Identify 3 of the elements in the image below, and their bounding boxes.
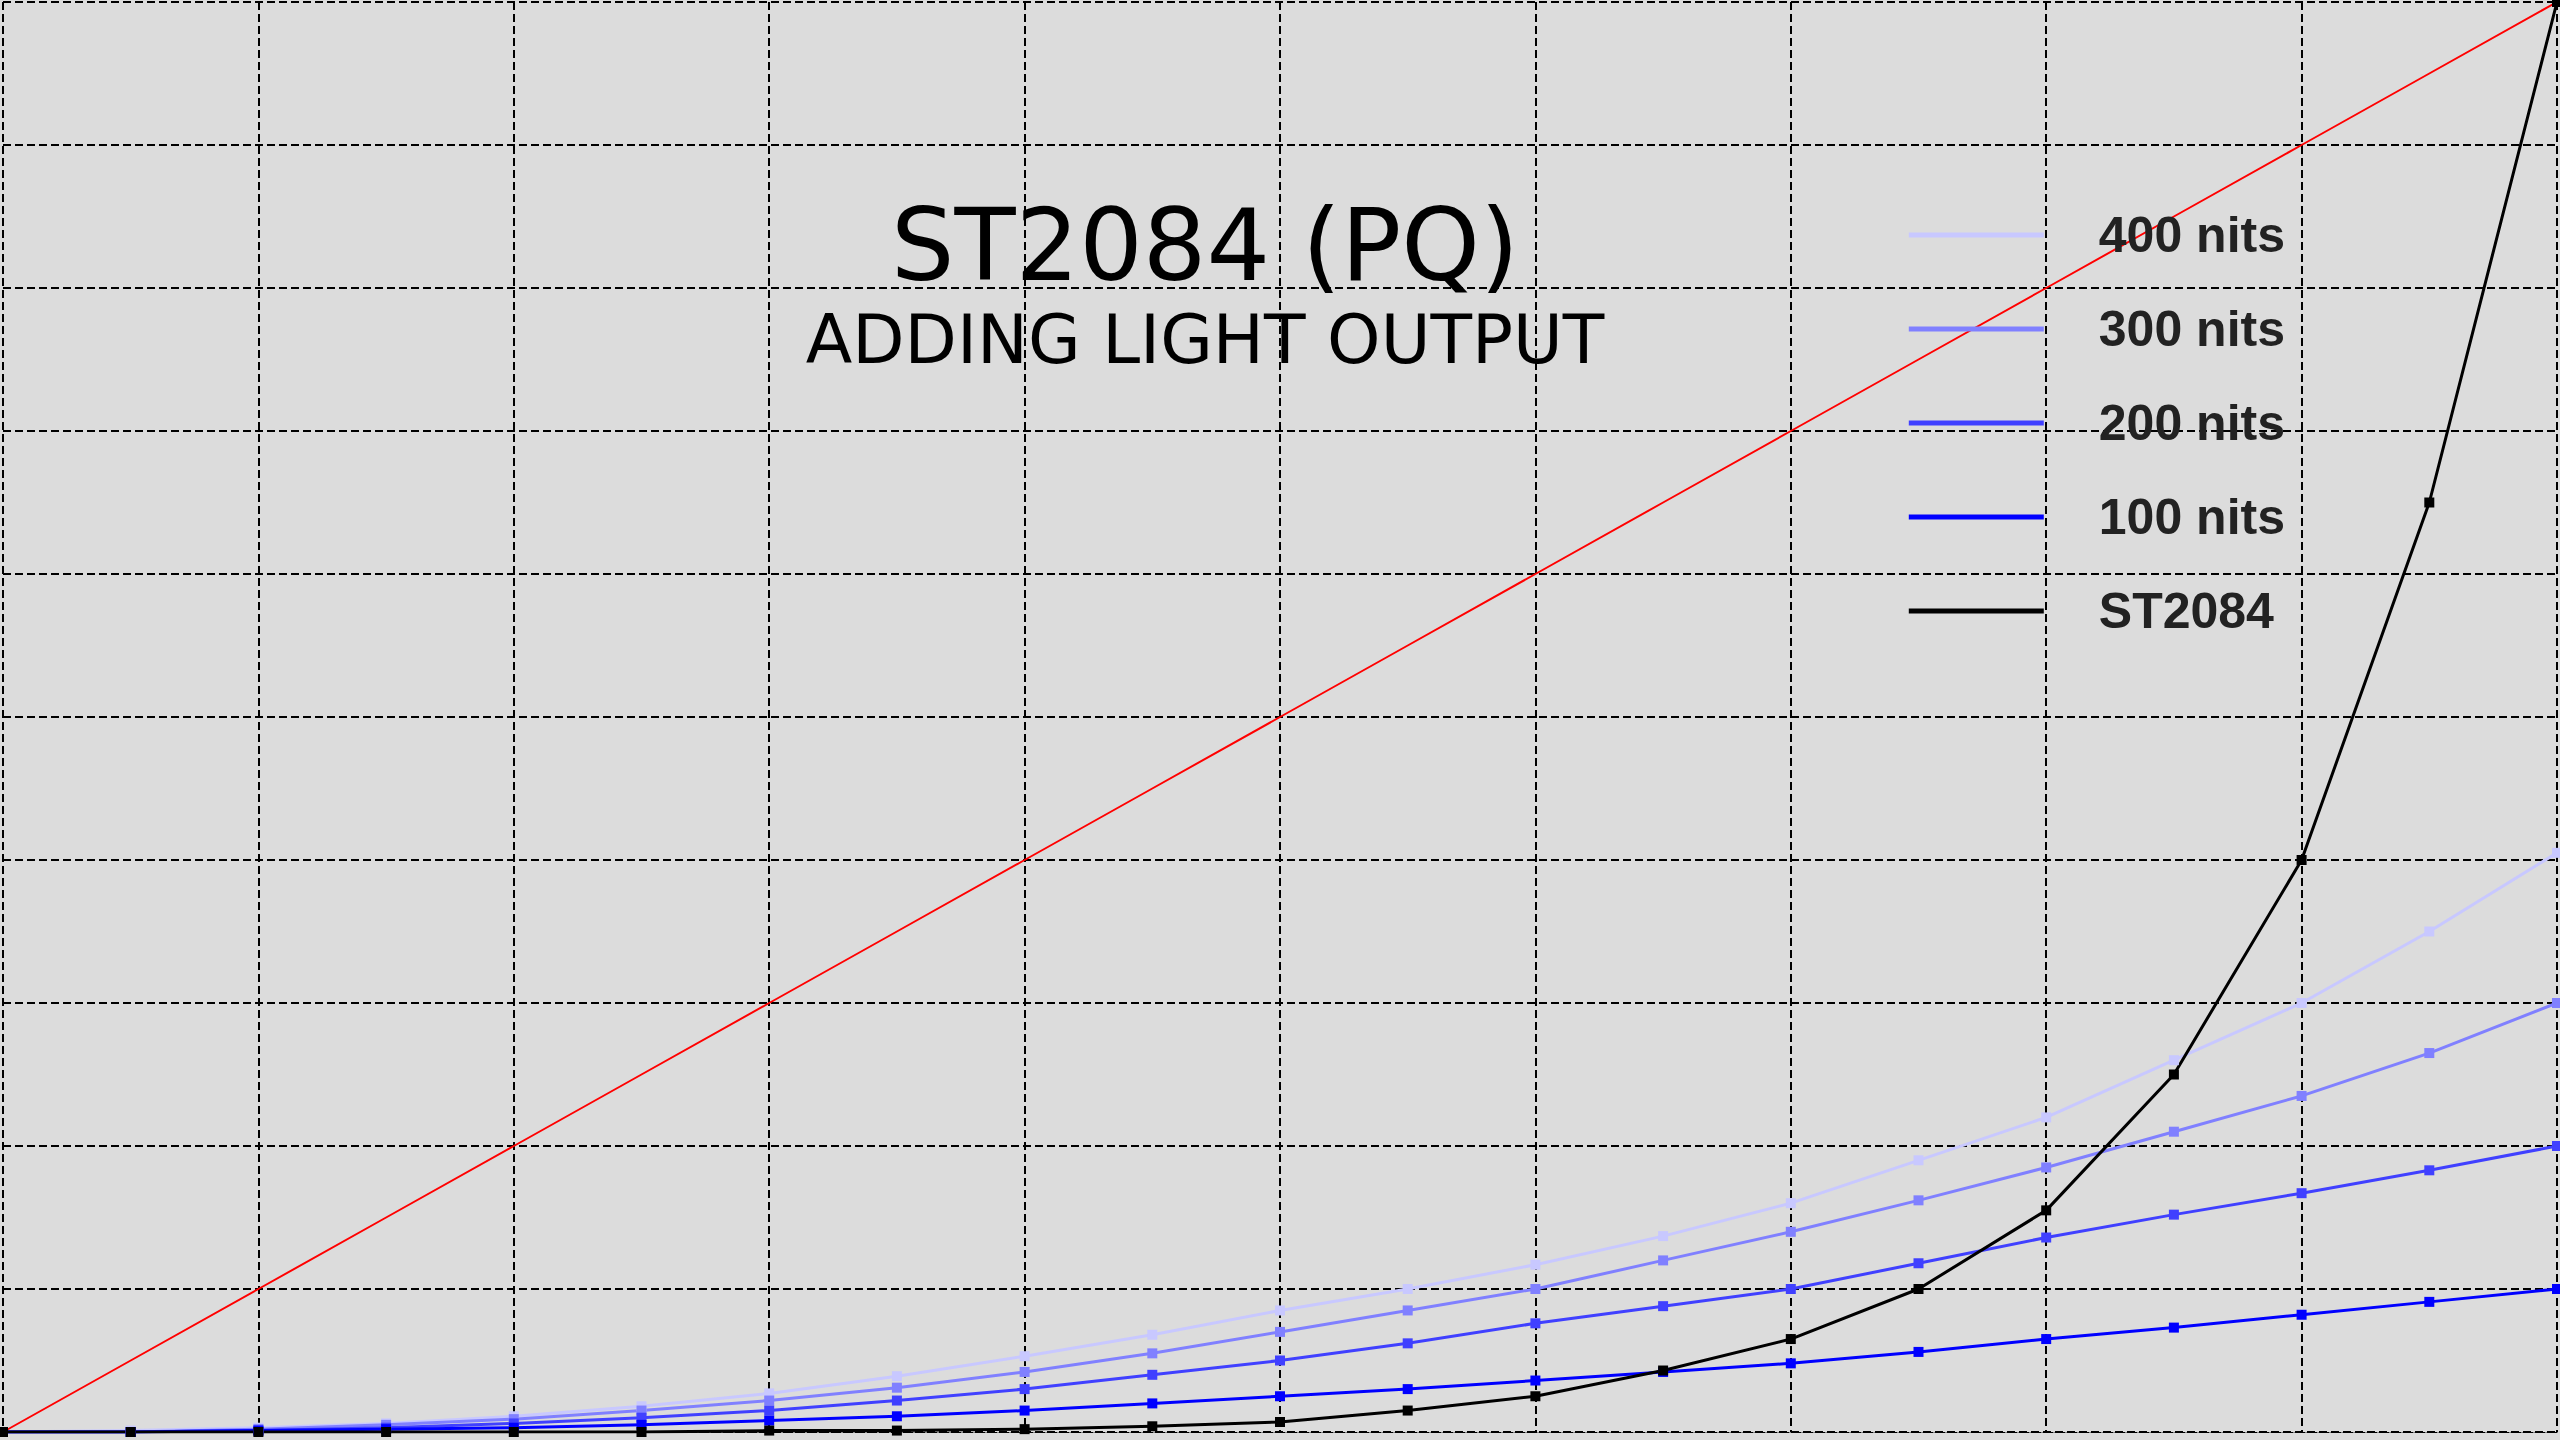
legend-label: 300 nits bbox=[2098, 301, 2286, 357]
legend-label: 100 nits bbox=[2098, 489, 2286, 545]
legend-label: ST2084 bbox=[2098, 583, 2275, 639]
